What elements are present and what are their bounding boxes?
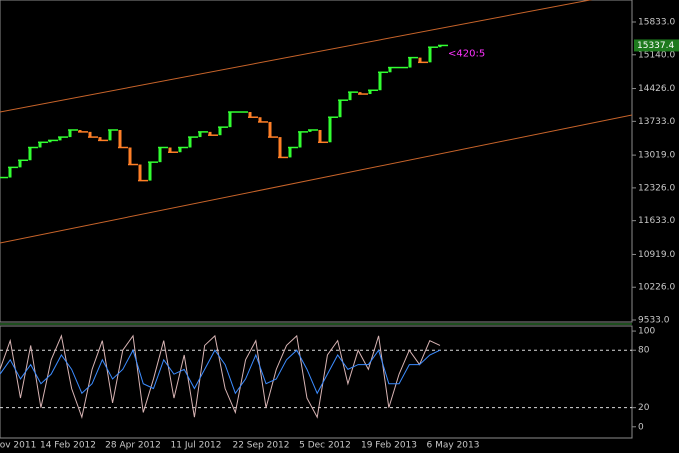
oscillator-panel <box>0 325 633 439</box>
y-tick-label: 14426.0 <box>638 84 675 94</box>
y-tick-label: 15833.0 <box>638 17 675 27</box>
oscillator-line <box>0 348 441 395</box>
oscillator-plot <box>0 334 632 420</box>
channel-line <box>0 114 632 244</box>
y-tick-label: 10226.0 <box>638 283 675 293</box>
y-tick-label: 80 <box>638 346 650 356</box>
y-tick-label: 13733.0 <box>638 117 675 127</box>
axes: 9533.0 10226.0 10919.0 11633.0 12326.0 13019.… <box>0 17 679 451</box>
x-tick-label: 11 Jul 2012 <box>171 441 222 451</box>
main-panel <box>0 0 633 323</box>
y-tick-label: 9533.0 <box>638 316 670 326</box>
y-tick-label: 13019.0 <box>638 151 675 161</box>
price-plot <box>0 0 632 244</box>
x-tick-label: 19 Feb 2013 <box>361 441 417 451</box>
x-tick-label: ov 2011 <box>0 441 36 451</box>
y-tick-label: 11633.0 <box>638 216 675 226</box>
y-tick-label: 10919.0 <box>638 250 675 260</box>
y-tick-label: 15140.0 <box>638 50 675 60</box>
x-tick-label: 6 May 2013 <box>427 441 480 451</box>
x-tick-label: 28 Apr 2012 <box>105 441 161 451</box>
y-tick-label: 20 <box>638 403 650 413</box>
y-tick-label: 100 <box>638 327 655 337</box>
last-price-box <box>634 39 679 52</box>
x-tick-label: 14 Feb 2012 <box>40 441 96 451</box>
x-tick-label: 5 Dec 2012 <box>299 441 351 451</box>
last-price-label: 15337.4 <box>637 41 674 51</box>
y-tick-label: 0 <box>638 422 644 432</box>
x-tick-label: 22 Sep 2012 <box>232 441 289 451</box>
y-tick-label: 12326.0 <box>638 183 675 193</box>
annotation: <420:5 <box>448 48 485 59</box>
oscillator-line <box>0 334 441 420</box>
channel-line <box>0 0 593 113</box>
